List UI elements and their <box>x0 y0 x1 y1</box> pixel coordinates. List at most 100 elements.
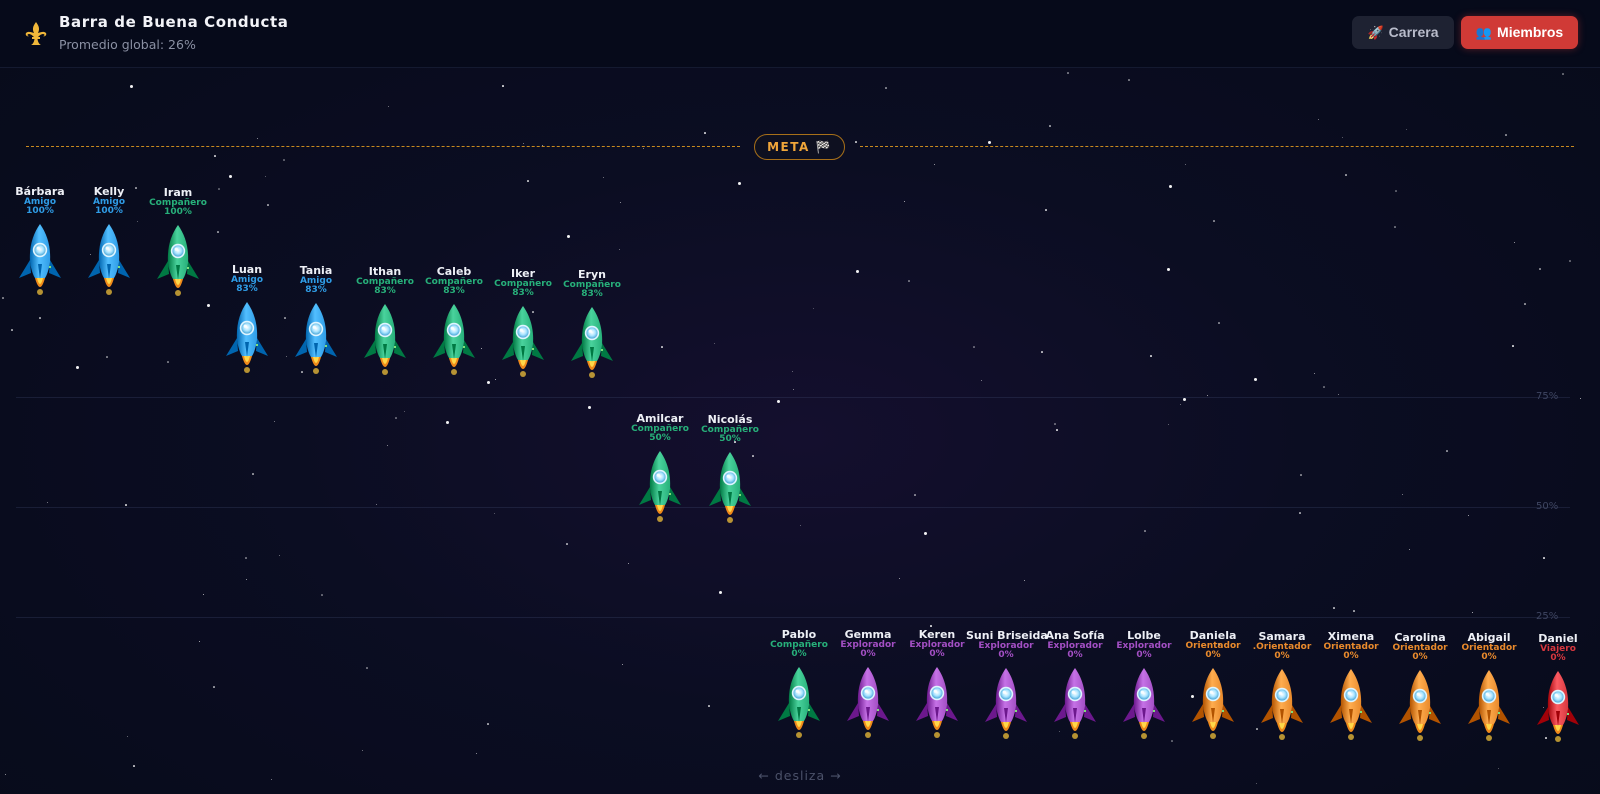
app-title: Barra de Buena Conducta <box>59 13 289 31</box>
member-name: Ana Sofía <box>1045 629 1105 642</box>
member-barbara[interactable]: Bárbara Amigo 100% <box>0 185 80 296</box>
star <box>214 155 216 157</box>
star <box>1543 557 1545 559</box>
member-role: Explorador <box>840 640 896 650</box>
goal-line-right <box>860 146 1574 147</box>
member-nicolas[interactable]: Nicolás Compañero 50% <box>690 413 770 524</box>
star <box>106 356 108 358</box>
rocket-icon <box>1330 669 1372 740</box>
star <box>1512 345 1514 347</box>
star <box>404 411 405 412</box>
member-carolina[interactable]: Carolina Orientador 0% <box>1380 631 1460 742</box>
rocket-icon <box>364 304 406 375</box>
goal-badge: META 🏁 <box>754 134 845 160</box>
checkered-flag-icon: 🏁 <box>815 140 832 154</box>
star <box>1049 125 1051 127</box>
member-name: Samara <box>1258 630 1306 643</box>
star <box>76 366 79 369</box>
member-ana-sofia[interactable]: Ana Sofía Explorador 0% <box>1035 629 1115 740</box>
member-gemma[interactable]: Gemma Explorador 0% <box>828 628 908 739</box>
star <box>229 175 232 178</box>
star <box>487 381 490 384</box>
star <box>1514 242 1515 243</box>
member-progress: 0% <box>998 650 1014 660</box>
star <box>127 736 128 737</box>
member-daniel[interactable]: Daniel Viajero 0% <box>1518 632 1598 743</box>
gridline-label-50: 50% <box>1536 501 1559 512</box>
member-progress: 83% <box>374 286 396 296</box>
star <box>1045 209 1047 211</box>
member-samara[interactable]: Samara .Orientador 0% <box>1242 630 1322 741</box>
star <box>734 441 736 443</box>
star <box>218 188 220 190</box>
star <box>213 686 215 688</box>
star <box>793 389 794 390</box>
star <box>973 346 975 348</box>
member-eryn[interactable]: Eryn Compañero 83% <box>552 268 632 379</box>
member-caleb[interactable]: Caleb Compañero 83% <box>414 265 494 376</box>
star <box>934 164 935 165</box>
member-role: Compañero <box>356 277 414 287</box>
star <box>1314 373 1315 374</box>
star <box>1545 737 1547 739</box>
star <box>1067 72 1069 74</box>
star <box>1569 260 1571 262</box>
member-progress: 0% <box>1550 653 1566 663</box>
star <box>39 317 41 319</box>
rocket-icon <box>1468 670 1510 741</box>
member-keren[interactable]: Keren Explorador 0% <box>897 628 977 739</box>
star <box>137 221 138 222</box>
miembros-tab-button[interactable]: 👥 Miembros <box>1461 16 1578 49</box>
member-amilcar[interactable]: Amilcar Compañero 50% <box>620 412 700 523</box>
member-iram[interactable]: Iram Compañero 100% <box>138 186 218 297</box>
star <box>1353 610 1355 612</box>
member-iker[interactable]: Iker Compañero 83% <box>483 267 563 378</box>
star <box>1539 268 1541 270</box>
member-role: Orientador <box>1392 643 1448 653</box>
star <box>133 765 135 767</box>
star <box>620 202 621 203</box>
member-progress: 83% <box>305 285 327 295</box>
star <box>1498 768 1499 769</box>
star <box>643 148 644 149</box>
member-luan[interactable]: Luan Amigo 83% <box>207 263 287 374</box>
member-role: Viajero <box>1540 644 1576 654</box>
rocket-icon <box>226 302 268 373</box>
star <box>800 525 801 526</box>
member-ximena[interactable]: Ximena Orientador 0% <box>1311 630 1391 741</box>
rocket-icon <box>1123 668 1165 739</box>
member-lolbe[interactable]: Lolbe Explorador 0% <box>1104 629 1184 740</box>
star <box>5 774 6 775</box>
member-abigail[interactable]: Abigail Orientador 0% <box>1449 631 1529 742</box>
member-tania[interactable]: Tania Amigo 83% <box>276 264 356 375</box>
member-role: Compañero <box>149 198 207 208</box>
star <box>1580 398 1581 399</box>
member-kelly[interactable]: Kelly Amigo 100% <box>69 185 149 296</box>
star <box>1318 119 1319 120</box>
star <box>567 235 570 238</box>
member-daniela[interactable]: Daniela Orientador 0% <box>1173 629 1253 740</box>
star <box>47 502 48 503</box>
goal-label: META <box>767 140 810 154</box>
member-pablo[interactable]: Pablo Compañero 0% <box>759 628 839 739</box>
member-progress: 83% <box>236 284 258 294</box>
star <box>1185 164 1186 165</box>
star <box>855 141 857 143</box>
carrera-tab-button[interactable]: 🚀 Carrera <box>1352 16 1454 49</box>
star <box>1256 783 1257 784</box>
star <box>1409 549 1410 550</box>
member-progress: 0% <box>1205 650 1221 660</box>
people-icon: 👥 <box>1475 25 1493 40</box>
member-name: Daniel <box>1538 632 1578 645</box>
star <box>1059 731 1060 732</box>
star <box>1524 303 1526 305</box>
star <box>1323 386 1325 388</box>
star <box>661 346 663 348</box>
member-name: Daniela <box>1189 629 1237 642</box>
member-ithan[interactable]: Ithan Compañero 83% <box>345 265 425 376</box>
member-suni-briseida[interactable]: Suni Briseida Explorador 0% <box>966 629 1048 740</box>
star <box>981 380 982 381</box>
star <box>1562 73 1564 75</box>
rocket-icon <box>709 452 751 523</box>
